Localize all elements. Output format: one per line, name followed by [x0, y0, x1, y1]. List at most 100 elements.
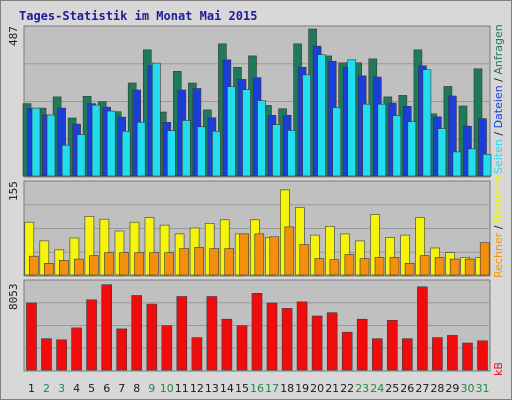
legend-rechner: Rechner: [492, 232, 505, 278]
legend-separator: /: [492, 78, 505, 82]
bar-rechner-day-11: [179, 248, 189, 276]
bar-seiten-day-6: [106, 110, 116, 177]
bar-kb-day-14: [221, 318, 233, 371]
x-tick-label: 5: [88, 382, 95, 395]
bar-dateien-day-29: [448, 95, 457, 177]
bar-seiten-day-13: [212, 131, 221, 177]
bar-kb-day-20: [311, 315, 323, 371]
chart-title: Tages-Statistik im Monat Mai 2015: [19, 9, 257, 23]
bar-kb-day-18: [281, 308, 293, 371]
bar-kb-day-17: [266, 302, 278, 371]
bar-kb-day-13: [206, 296, 218, 371]
bar-kb-day-1: [26, 302, 37, 371]
bar-rechner-day-8: [134, 252, 144, 276]
bar-seiten-day-1: [31, 107, 41, 177]
bar-kb-day-16: [251, 292, 263, 371]
bar-kb-day-22: [341, 331, 353, 371]
bar-seiten-day-15: [242, 89, 251, 177]
bar-rechner-day-9: [149, 252, 159, 276]
bar-rechner-day-24: [374, 257, 385, 276]
bar-kb-day-25: [386, 319, 398, 371]
ymax-label-anfragen: 487: [7, 26, 20, 46]
legend-kb: kB: [492, 362, 505, 376]
bar-seiten-day-5: [91, 104, 101, 177]
x-tick-label: 16: [250, 382, 264, 395]
ymax-label-besuche: 155: [7, 181, 20, 201]
x-tick-label: 14: [220, 382, 234, 395]
bar-kb-day-19: [296, 301, 308, 371]
x-tick-label: 23: [355, 382, 369, 395]
bar-kb-day-15: [236, 325, 248, 371]
bar-seiten-day-20: [317, 54, 326, 177]
bar-kb-day-24: [371, 338, 383, 371]
bar-rechner-day-15: [239, 233, 249, 276]
x-tick-labels: 1 2 3 4 5 6 7 8 9 10 11 12 13 14 15 16 17 18 19 20 21 22 23 24 2…: [28, 382, 490, 395]
bar-seiten-day-4: [76, 134, 86, 177]
bar-dateien-day-31: [478, 118, 487, 177]
x-tick-label: 31: [476, 382, 490, 395]
bar-seiten-day-30: [467, 148, 477, 177]
bar-rechner-day-29: [449, 258, 460, 276]
x-tick-label: 24: [370, 382, 384, 395]
bar-seiten-day-22: [347, 59, 357, 177]
bar-rechner-day-19: [299, 244, 310, 276]
x-tick-label: 18: [280, 382, 294, 395]
bar-kb-day-21: [326, 312, 338, 371]
bar-rechner-day-12: [194, 247, 204, 276]
legend-besuche-rechner: Rechner / Besuche: [492, 175, 505, 278]
legend-separator: /: [492, 132, 505, 136]
x-tick-label: 22: [340, 382, 354, 395]
bar-rechner-day-2: [43, 262, 54, 276]
bars-kb: [26, 284, 488, 371]
bar-rechner-day-13: [209, 248, 219, 276]
bar-rechner-day-3: [58, 259, 69, 276]
x-tick-label: 27: [415, 382, 429, 395]
bar-rechner-day-31: [479, 242, 490, 276]
x-tick-label: 3: [58, 382, 65, 395]
bar-rechner-day-14: [224, 248, 234, 276]
bar-rechner-day-22: [344, 254, 355, 276]
bar-seiten-day-3: [61, 144, 71, 177]
bar-rechner-day-26: [404, 262, 415, 276]
x-tick-label: 29: [445, 382, 459, 395]
bars-anfragen-dateien-seiten: [22, 28, 492, 177]
bars-besuche-rechner: [24, 189, 490, 276]
bar-kb-day-26: [401, 338, 413, 371]
bar-kb-day-5: [86, 299, 97, 371]
x-tick-label: 19: [295, 382, 309, 395]
bar-rechner-day-20: [314, 258, 325, 276]
bar-kb-day-2: [41, 338, 52, 371]
bar-kb-day-27: [417, 286, 428, 371]
x-tick-label: 17: [265, 382, 279, 395]
bar-kb-day-11: [176, 296, 188, 371]
bar-seiten-day-18: [287, 130, 296, 177]
bar-rechner-day-28: [434, 257, 445, 276]
x-tick-label: 10: [160, 382, 174, 395]
x-tick-label: 30: [461, 382, 475, 395]
bar-seiten-day-28: [437, 128, 447, 177]
legend-anfragen: Anfragen: [492, 24, 505, 74]
bar-seiten-day-23: [362, 103, 372, 177]
bar-seiten-day-29: [452, 151, 462, 177]
bar-rechner-day-1: [28, 255, 39, 276]
x-tick-label: 11: [175, 382, 189, 395]
bar-seiten-day-16: [257, 100, 266, 177]
bar-seiten-day-7: [121, 131, 131, 177]
bar-seiten-day-9: [152, 62, 161, 177]
x-tick-label: 9: [148, 382, 155, 395]
ymax-label-kb: 8053: [7, 284, 20, 311]
bar-seiten-day-26: [407, 121, 417, 177]
x-tick-label: 13: [205, 382, 219, 395]
x-tick-label: 20: [310, 382, 324, 395]
bar-rechner-day-10: [164, 252, 174, 276]
bar-seiten-day-2: [46, 114, 56, 177]
bar-rechner-day-27: [419, 255, 430, 276]
bar-kb-day-6: [101, 284, 112, 371]
x-tick-label: 6: [103, 382, 110, 395]
bar-seiten-day-17: [272, 124, 281, 177]
bar-rechner-day-4: [74, 258, 84, 276]
bar-seiten-day-21: [332, 107, 342, 177]
bar-seiten-day-25: [392, 115, 402, 177]
x-tick-label: 8: [133, 382, 140, 395]
bar-seiten-day-31: [482, 154, 492, 177]
